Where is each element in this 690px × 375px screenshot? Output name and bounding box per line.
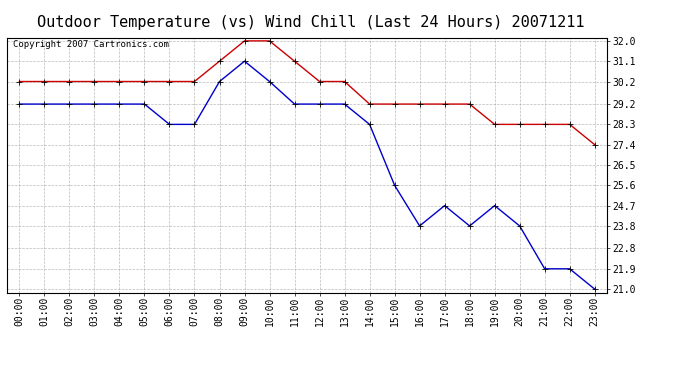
Text: Outdoor Temperature (vs) Wind Chill (Last 24 Hours) 20071211: Outdoor Temperature (vs) Wind Chill (Las…	[37, 15, 584, 30]
Text: Copyright 2007 Cartronics.com: Copyright 2007 Cartronics.com	[13, 40, 169, 49]
